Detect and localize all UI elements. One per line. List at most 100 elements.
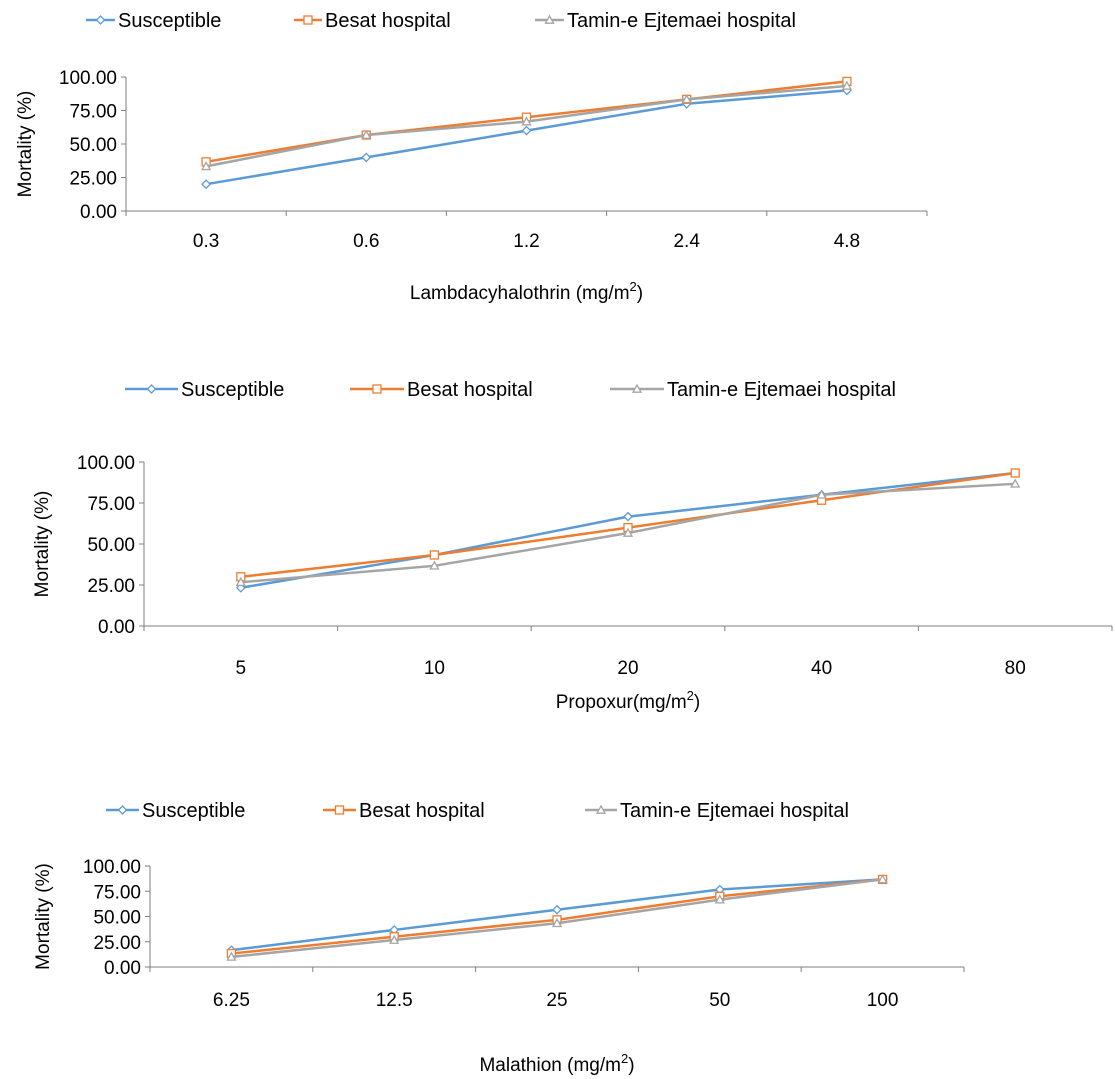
data-point: [681, 94, 692, 104]
legend-label: Susceptible: [142, 800, 245, 822]
data-point: [877, 874, 888, 884]
x-axis-title-superscript: 2: [687, 688, 694, 703]
x-tick-label: 12.5: [376, 990, 413, 1011]
data-point: [521, 125, 532, 136]
data-point: [429, 560, 440, 570]
legend-item: Besat hospital: [294, 10, 451, 32]
legend-marker-triangle-icon: [595, 804, 607, 814]
x-axis-title-main: Malathion (mg/m: [479, 1055, 621, 1076]
data-point: [361, 152, 372, 163]
data-point: [1010, 468, 1020, 478]
x-tick-label: 1.2: [513, 231, 539, 252]
x-tick-label: 0.3: [193, 231, 219, 252]
data-point: [622, 527, 634, 537]
series-1: [201, 85, 852, 190]
legend-label: Besat hospital: [325, 10, 451, 32]
series-3: [200, 80, 853, 171]
legend: Susceptible Besat hospital Tamin-e Ejtemae…: [86, 10, 796, 32]
x-axis-title-superscript: 2: [630, 279, 637, 294]
y-tick-label: 50.00: [93, 908, 141, 929]
legend-marker-square-icon: [334, 805, 345, 815]
y-tick-label: 0.00: [104, 958, 141, 979]
series-1: [226, 874, 888, 956]
series-3: [226, 874, 888, 961]
series-line: [205, 89, 848, 186]
data-point: [623, 511, 633, 522]
data-point: [551, 917, 563, 928]
legend-item: Besat hospital: [323, 800, 485, 822]
legend-label: Tamin-e Ejtemaei hospital: [567, 10, 796, 32]
y-tick-label: 100.00: [77, 453, 135, 474]
chart-2: Susceptible Besat hospital Tamin-e Ejtemae…: [32, 379, 1113, 713]
x-tick-label: 50: [709, 990, 730, 1011]
legend-item: Susceptible: [125, 379, 284, 401]
y-tick-label: 25.00: [69, 169, 117, 190]
legend-item: Tamin-e Ejtemaei hospital: [610, 379, 896, 401]
data-point: [552, 904, 562, 915]
x-axis-title: Malathion (mg/m2): [479, 1051, 634, 1076]
legend-item: Tamin-e Ejtemaei hospital: [585, 800, 849, 822]
legend-marker-triangle-icon: [631, 383, 643, 393]
y-axis-title: Mortality (%): [15, 91, 36, 198]
series-2: [226, 874, 888, 959]
y-tick-label: 25.00: [93, 933, 141, 954]
legend-label: Tamin-e Ejtemaei hospital: [667, 379, 896, 401]
data-point: [361, 129, 372, 139]
data-point: [841, 80, 853, 90]
legend-label: Susceptible: [181, 379, 284, 401]
data-point: [714, 894, 725, 904]
legend-marker-square-icon: [303, 15, 313, 25]
y-tick-label: 75.00: [69, 102, 117, 123]
series-3: [235, 478, 1021, 587]
x-tick-label: 40: [811, 658, 832, 679]
legend-label: Besat hospital: [407, 379, 533, 401]
x-axis-title: Lambdacyhalothrin (mg/m2): [410, 279, 643, 304]
chart-1: Susceptible Besat hospital Tamin-e Ejtemae…: [15, 10, 928, 304]
x-tick-label: 4.8: [834, 231, 860, 252]
x-tick-label: 0.6: [353, 231, 379, 252]
x-tick-label: 6.25: [213, 990, 250, 1011]
x-tick-label: 100: [867, 990, 899, 1011]
x-tick-label: 10: [424, 658, 445, 679]
legend-item: Besat hospital: [350, 379, 533, 401]
x-axis-title: Propoxur(mg/m2): [556, 688, 700, 713]
data-point: [200, 161, 212, 171]
x-axis-title-main: Propoxur(mg/m: [556, 692, 687, 713]
legend-item: Susceptible: [86, 10, 221, 32]
chart-3: Susceptible Besat hospital Tamin-e Ejtemae…: [33, 800, 965, 1076]
legend-marker-diamond-icon: [95, 15, 106, 25]
data-point: [389, 934, 400, 944]
x-axis-title-main: Lambdacyhalothrin (mg/m: [410, 283, 630, 304]
y-tick-label: 75.00: [93, 882, 141, 903]
data-point: [235, 576, 246, 587]
data-point: [521, 116, 532, 126]
y-tick-label: 50.00: [87, 535, 135, 556]
data-point: [429, 550, 440, 560]
y-tick-label: 75.00: [87, 494, 135, 515]
legend: Susceptible Besat hospital Tamin-e Ejtemae…: [106, 800, 849, 822]
x-tick-label: 2.4: [673, 231, 700, 252]
y-axis-title: Mortality (%): [32, 491, 53, 598]
y-tick-label: 0.00: [98, 617, 135, 638]
legend-item: Tamin-e Ejtemaei hospital: [535, 10, 796, 32]
x-tick-label: 80: [1005, 658, 1026, 679]
y-tick-label: 100.00: [83, 857, 141, 878]
data-point: [1010, 478, 1021, 488]
legend-label: Besat hospital: [359, 800, 485, 822]
x-tick-label: 25: [546, 990, 567, 1011]
y-tick-label: 100.00: [59, 68, 117, 89]
legend-marker-diamond-icon: [117, 805, 128, 815]
legend-item: Susceptible: [106, 800, 245, 822]
legend-marker-diamond-icon: [146, 384, 157, 394]
data-point: [201, 179, 212, 190]
y-tick-label: 50.00: [69, 135, 117, 156]
x-axis-title-tail: ): [694, 692, 700, 713]
y-axis-title: Mortality (%): [33, 863, 54, 970]
legend: Susceptible Besat hospital Tamin-e Ejtemae…: [125, 379, 896, 401]
data-point: [816, 489, 827, 499]
x-axis-title-tail: ): [637, 283, 643, 304]
x-tick-label: 20: [617, 658, 638, 679]
y-tick-label: 0.00: [80, 202, 117, 223]
legend-marker-square-icon: [372, 384, 382, 394]
